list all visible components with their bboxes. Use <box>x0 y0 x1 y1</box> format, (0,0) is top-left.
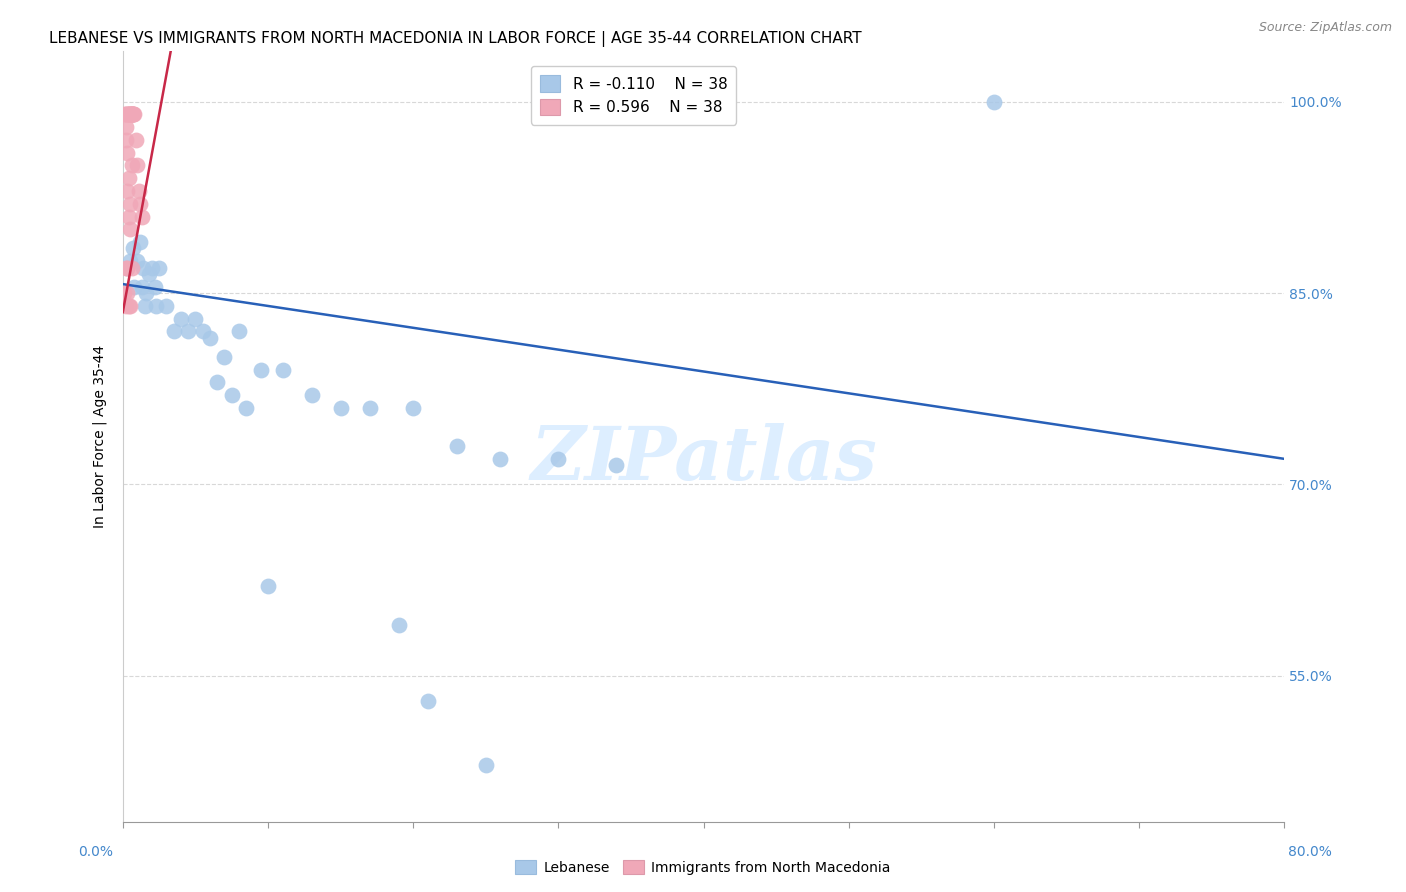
Point <box>148 260 170 275</box>
Point <box>170 311 193 326</box>
Point <box>115 286 138 301</box>
Point <box>135 286 157 301</box>
Point <box>184 311 207 326</box>
Point <box>127 254 149 268</box>
Point <box>121 107 143 121</box>
Text: LEBANESE VS IMMIGRANTS FROM NORTH MACEDONIA IN LABOR FORCE | AGE 35-44 CORRELATI: LEBANESE VS IMMIGRANTS FROM NORTH MACEDO… <box>49 31 862 47</box>
Point <box>120 254 142 268</box>
Point <box>120 222 142 236</box>
Point <box>301 388 323 402</box>
Legend: Lebanese, Immigrants from North Macedonia: Lebanese, Immigrants from North Macedoni… <box>510 855 896 880</box>
Point <box>128 184 150 198</box>
Point <box>121 159 143 173</box>
Point <box>131 210 153 224</box>
Point <box>121 107 143 121</box>
Point <box>120 107 142 121</box>
Point <box>114 260 136 275</box>
Point <box>474 758 496 772</box>
Text: ZIPatlas: ZIPatlas <box>530 424 877 496</box>
Point <box>257 579 280 593</box>
Point <box>122 107 145 121</box>
Point <box>122 107 145 121</box>
Text: 0.0%: 0.0% <box>79 846 112 859</box>
Point <box>120 107 142 121</box>
Point <box>122 241 145 255</box>
Point <box>359 401 381 415</box>
Point <box>145 299 167 313</box>
Point <box>446 439 468 453</box>
Point <box>214 350 236 364</box>
Point <box>114 120 136 135</box>
Point <box>271 362 294 376</box>
Point <box>115 107 138 121</box>
Point <box>117 171 139 186</box>
Point <box>125 133 148 147</box>
Point <box>983 95 1005 109</box>
Point <box>489 451 512 466</box>
Point <box>112 286 135 301</box>
Point <box>141 260 163 275</box>
Point <box>162 324 184 338</box>
Point <box>132 260 155 275</box>
Point <box>117 210 139 224</box>
Point <box>205 376 228 390</box>
Point <box>547 451 569 466</box>
Point <box>115 107 138 121</box>
Point <box>228 324 250 338</box>
Text: Source: ZipAtlas.com: Source: ZipAtlas.com <box>1258 21 1392 34</box>
Point <box>122 107 145 121</box>
Point <box>115 145 138 160</box>
Point <box>114 299 136 313</box>
Point <box>191 324 214 338</box>
Text: 80.0%: 80.0% <box>1288 846 1333 859</box>
Point <box>115 184 138 198</box>
Point <box>235 401 257 415</box>
Point <box>134 299 156 313</box>
Point <box>114 107 136 121</box>
Point <box>155 299 177 313</box>
Point <box>129 235 152 249</box>
Y-axis label: In Labor Force | Age 35-44: In Labor Force | Age 35-44 <box>93 345 107 528</box>
Point <box>416 694 439 708</box>
Point <box>249 362 271 376</box>
Point <box>124 279 146 293</box>
Point <box>131 279 153 293</box>
Point <box>124 107 146 121</box>
Legend: R = -0.110    N = 38, R = 0.596    N = 38: R = -0.110 N = 38, R = 0.596 N = 38 <box>531 66 737 125</box>
Point <box>120 107 142 121</box>
Point <box>129 196 152 211</box>
Point <box>221 388 243 402</box>
Point <box>120 299 142 313</box>
Point <box>605 458 627 473</box>
Point <box>127 159 149 173</box>
Point <box>402 401 425 415</box>
Point <box>121 107 143 121</box>
Point <box>329 401 352 415</box>
Point <box>143 279 166 293</box>
Point <box>114 133 136 147</box>
Point <box>388 617 411 632</box>
Point <box>117 107 139 121</box>
Point <box>198 331 221 345</box>
Point <box>117 299 139 313</box>
Point <box>117 107 139 121</box>
Point <box>177 324 200 338</box>
Point <box>115 260 138 275</box>
Point <box>138 267 160 281</box>
Point <box>121 260 143 275</box>
Point <box>115 260 138 275</box>
Point <box>120 196 142 211</box>
Point <box>112 107 135 121</box>
